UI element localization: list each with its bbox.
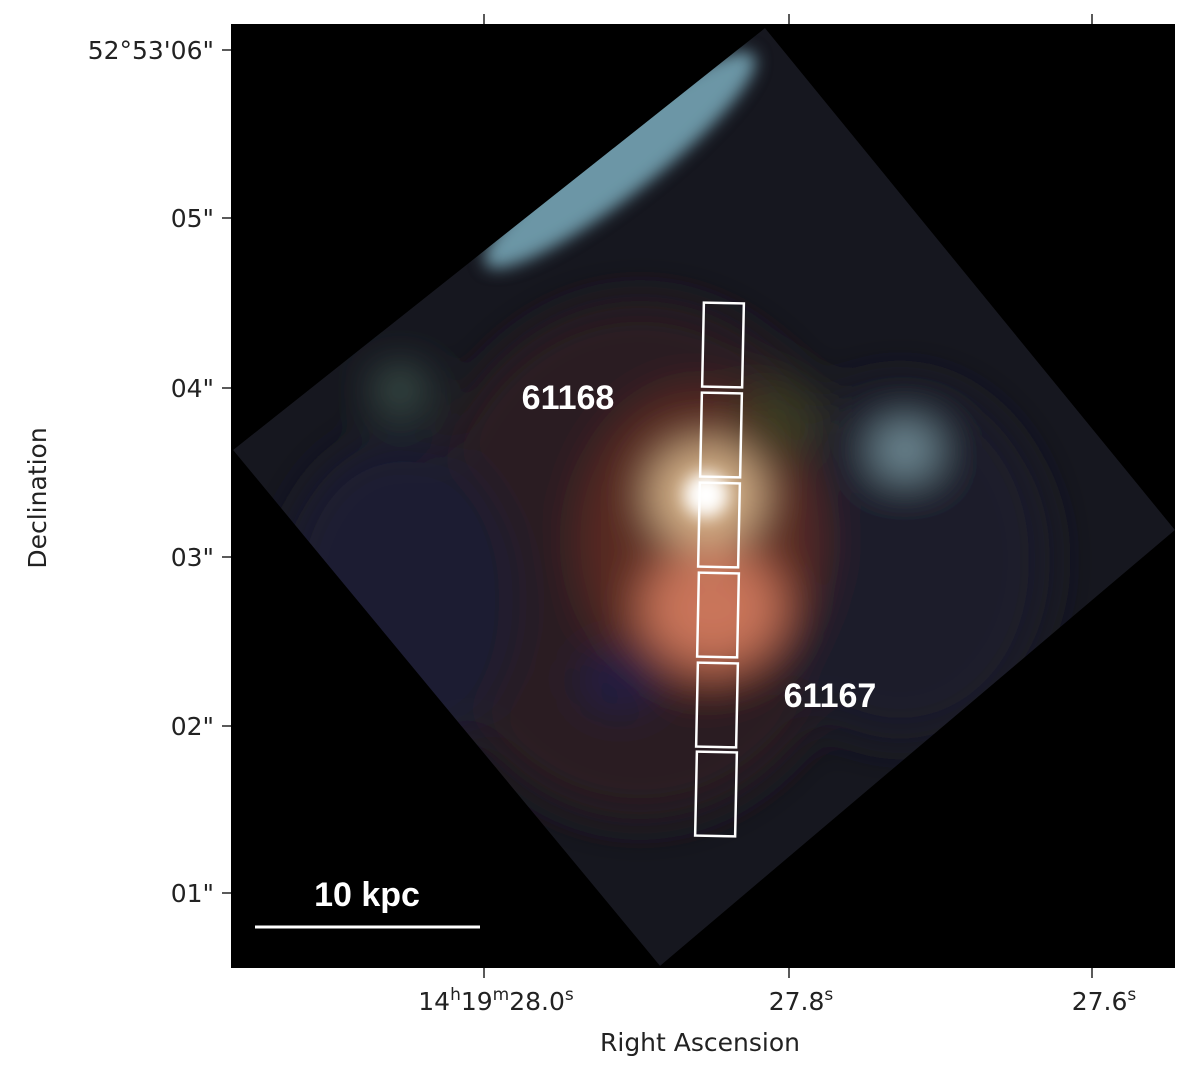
y-tick-label: 02" [171,712,214,741]
y-tick-label: 04" [171,374,214,403]
y-tick-label: 01" [171,879,214,908]
slit-box [695,571,741,659]
x-tick-label: 14h19m28.0s [418,985,574,1016]
sky-image [233,28,1175,966]
y-tick-label: 03" [171,543,214,572]
source-label: 61168 [522,379,615,417]
y-tick-label: 05" [171,204,214,233]
y-tick-label: 52°53'06" [88,36,214,65]
x-tick-label: 27.8s [769,985,834,1016]
x-axis-label: Right Ascension [600,1028,800,1057]
scale-bar-label: 10 kpc [314,876,420,914]
x-tick-label: 27.6s [1072,985,1137,1016]
source-label: 61167 [784,677,877,715]
y-axis-label: Declination [23,427,52,568]
slit-box [696,481,742,569]
slit-box [700,301,746,389]
slit-box [698,391,744,479]
slit-box [693,750,739,838]
slit-boxes [693,301,746,838]
slit-box [694,661,740,749]
